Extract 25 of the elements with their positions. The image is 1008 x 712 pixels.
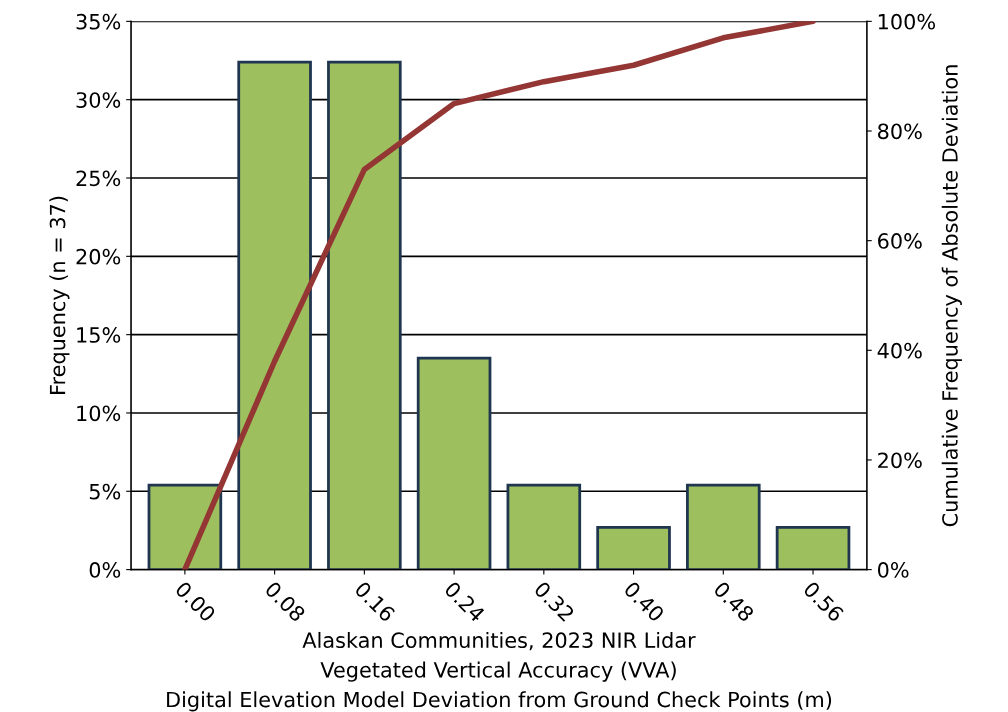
y2-tick-label: 20%: [878, 452, 922, 469]
bar: [775, 525, 851, 570]
y-tick-label: 30%: [76, 92, 121, 108]
y-tick-label: 10%: [77, 405, 121, 422]
y-axis-title: Frequency (n = 37): [49, 196, 70, 394]
bar: [416, 356, 492, 570]
bar: [327, 60, 402, 570]
y-tick-label: 25%: [76, 170, 121, 187]
y2-tick-label: 60%: [878, 233, 922, 249]
y2-tick-label: 40%: [877, 342, 922, 359]
y-tick-label: 20%: [76, 248, 121, 265]
y-tick-label: 5%: [89, 483, 121, 500]
bar: [506, 483, 582, 570]
y-tick-label: 35%: [76, 13, 121, 30]
x-axis-title: Alaskan Communities, 2023 NIR Lidar Vegetated Vertical Accuracy (VVA) Digital Elevation Model Deviation from Ground Check Points (m): [167, 631, 832, 712]
bar: [686, 483, 761, 570]
y2-axis-title: Cumulative Frequency of Absolute Deviation: [941, 65, 962, 527]
y2-tick-label: 80%: [878, 123, 922, 140]
bar: [237, 60, 312, 570]
bar: [147, 483, 223, 570]
bar: [596, 525, 671, 570]
y2-tick-label: 0%: [877, 562, 909, 578]
y-tick-label: 0%: [89, 562, 121, 578]
y-tick-label: 15%: [77, 327, 121, 343]
y2-tick-label: 100%: [878, 13, 936, 30]
